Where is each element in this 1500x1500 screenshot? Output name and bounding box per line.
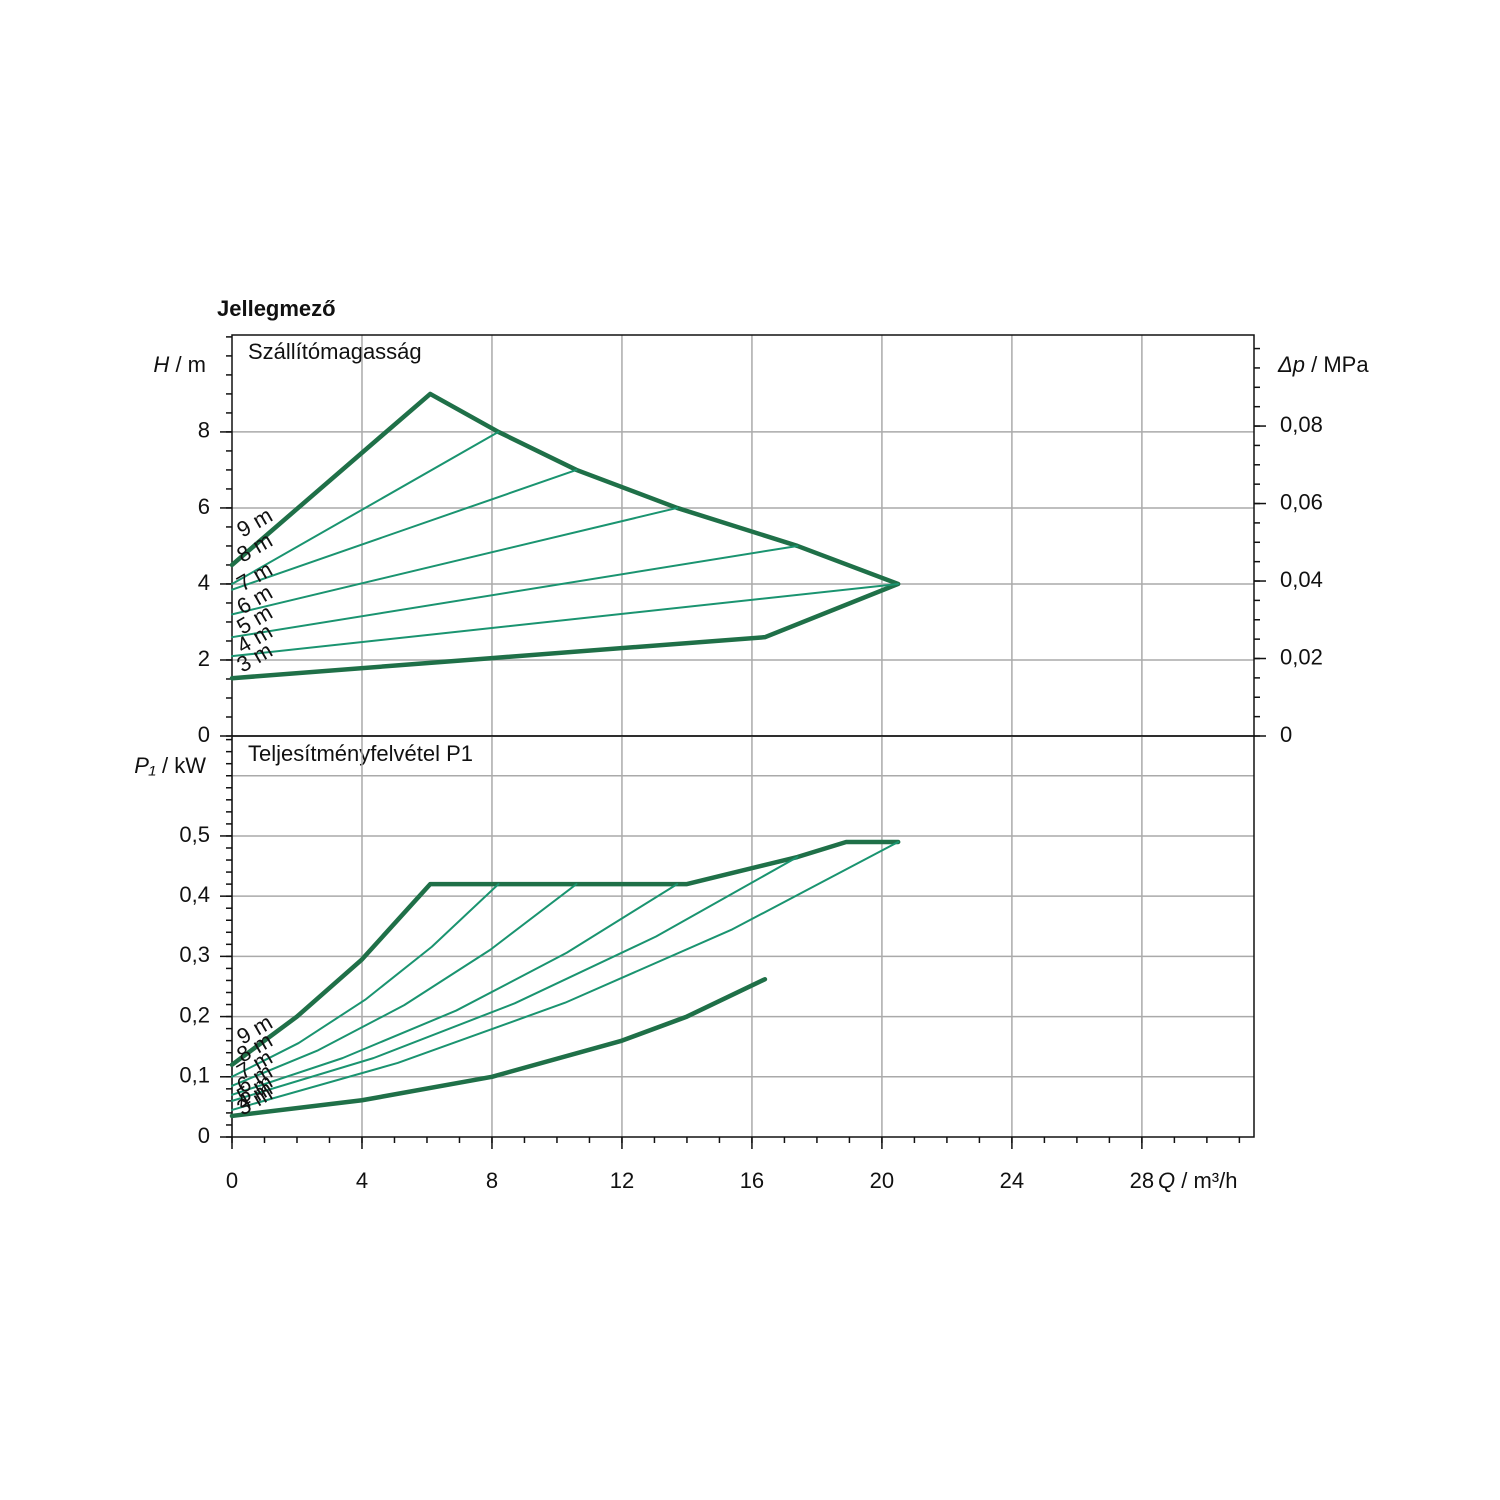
yticks-label: 0,3 xyxy=(179,942,210,967)
curve xyxy=(231,430,500,585)
curve xyxy=(231,544,799,639)
yticks-label: 0,4 xyxy=(179,882,210,907)
axis-unit: / MPa xyxy=(1311,352,1369,377)
axis-symbol: P₁ xyxy=(134,753,156,778)
curve xyxy=(231,468,578,591)
y-axis-label: H / m xyxy=(153,352,206,377)
y-axis-label: P₁ / kW xyxy=(134,753,206,778)
y2ticks-label: 0 xyxy=(1280,722,1292,747)
curve xyxy=(229,839,901,1067)
yticks-label: 0,2 xyxy=(179,1002,210,1027)
curve xyxy=(231,883,500,1078)
yticks-label: 2 xyxy=(198,646,210,671)
panel-subtitle: Teljesítményfelvétel P1 xyxy=(248,741,473,766)
panel-subtitle: Szállítómagasság xyxy=(248,339,422,364)
x-tick-label: 24 xyxy=(1000,1168,1024,1193)
x-axis-label: Q / m³/h xyxy=(1158,1168,1237,1193)
plot-frame xyxy=(231,735,1255,1138)
curve xyxy=(229,391,901,681)
curve xyxy=(231,856,799,1102)
axis-symbol: H xyxy=(153,352,169,377)
chart-title: Jellegmező xyxy=(217,296,336,321)
y2ticks-label: 0,02 xyxy=(1280,644,1323,669)
y2ticks-label: 0,06 xyxy=(1280,489,1323,514)
x-tick-label: 8 xyxy=(486,1168,498,1193)
yticks-label: 8 xyxy=(198,418,210,443)
y2-axis-label: Δp / MPa xyxy=(1277,352,1369,377)
x-tick-label: 12 xyxy=(610,1168,634,1193)
axis-unit: / m³/h xyxy=(1181,1168,1237,1193)
curve xyxy=(231,840,900,1111)
x-tick-label: 0 xyxy=(226,1168,238,1193)
x-tick-label: 20 xyxy=(870,1168,894,1193)
curve xyxy=(229,976,768,1119)
yticks-label: 6 xyxy=(198,494,210,519)
x-tick-label: 4 xyxy=(356,1168,368,1193)
curve xyxy=(231,582,900,658)
yticks-label: 4 xyxy=(198,570,210,595)
x-tick-label: 28 xyxy=(1130,1168,1154,1193)
y2ticks-label: 0,04 xyxy=(1280,567,1323,592)
y2ticks-label: 0,08 xyxy=(1280,412,1323,437)
curve xyxy=(231,883,679,1096)
axis-unit: / m xyxy=(175,352,206,377)
yticks-label: 0 xyxy=(198,722,210,747)
axis-symbol: Q xyxy=(1158,1168,1175,1193)
yticks-label: 0,5 xyxy=(179,822,210,847)
x-tick-label: 16 xyxy=(740,1168,764,1193)
yticks-label: 0 xyxy=(198,1123,210,1148)
yticks-label: 0,1 xyxy=(179,1063,210,1088)
axis-symbol: Δp xyxy=(1277,352,1305,377)
curve xyxy=(231,506,679,616)
axis-unit: / kW xyxy=(162,753,206,778)
curve xyxy=(231,883,578,1087)
